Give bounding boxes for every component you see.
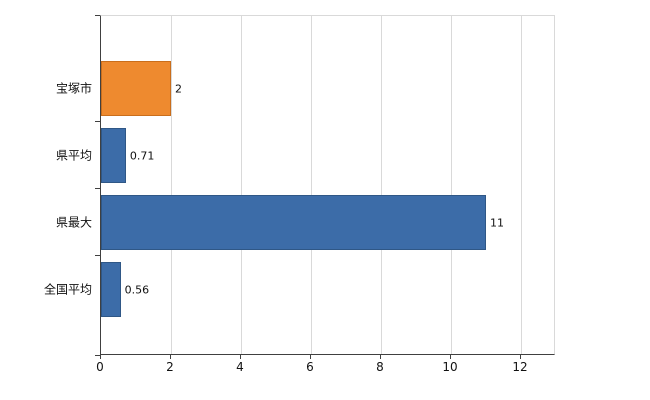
bar: [101, 195, 486, 250]
x-tick-label: 10: [442, 360, 458, 374]
bar: [101, 61, 171, 116]
gridline: [171, 16, 172, 354]
bar: [101, 128, 126, 183]
x-tick-label: 4: [236, 360, 244, 374]
bar-value-label: 0.71: [129, 149, 155, 162]
bar-value-label: 2: [175, 82, 182, 95]
x-tick-label: 2: [166, 360, 174, 374]
y-axis-tick: [95, 355, 100, 356]
gridline: [241, 16, 242, 354]
x-tick-label: 6: [306, 360, 314, 374]
x-axis-tick: [310, 355, 311, 359]
x-axis-tick: [380, 355, 381, 359]
x-tick-label: 0: [96, 360, 104, 374]
bar-value-label: 0.56: [124, 283, 150, 296]
bar-value-label: 11: [490, 216, 504, 229]
x-axis-tick: [450, 355, 451, 359]
bar: [101, 262, 121, 317]
x-axis-tick: [240, 355, 241, 359]
category-label: 県平均: [55, 148, 92, 162]
gridline: [311, 16, 312, 354]
y-axis-tick: [95, 15, 100, 16]
x-axis-tick: [100, 355, 101, 359]
gridline: [521, 16, 522, 354]
plot-area: 2 0.71 11 0.56: [100, 15, 555, 355]
y-axis-tick: [95, 188, 100, 189]
y-axis-tick: [95, 255, 100, 256]
x-tick-label: 8: [376, 360, 384, 374]
category-label: 全国平均: [43, 282, 92, 296]
category-label: 県最大: [55, 215, 92, 229]
x-axis-tick: [520, 355, 521, 359]
x-axis-tick: [170, 355, 171, 359]
y-axis-tick: [95, 121, 100, 122]
category-label: 宝塚市: [55, 81, 92, 95]
gridline: [381, 16, 382, 354]
gridline: [451, 16, 452, 354]
x-tick-label: 12: [512, 360, 528, 374]
